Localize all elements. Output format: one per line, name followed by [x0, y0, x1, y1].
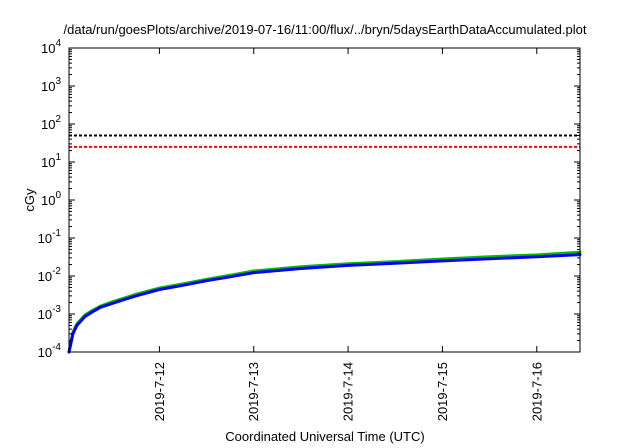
y-tick-label: 104	[41, 38, 61, 56]
y-tick-label: 10-4	[38, 342, 62, 360]
y-tick-label: 10-1	[38, 228, 62, 246]
x-tick-label: 2019-7-13	[246, 362, 261, 421]
x-axis: 2019-7-12 2019-7-13 2019-7-14 2019-7-15 2019…	[152, 48, 544, 421]
y-axis: 10-4 10-3 10-2 10-1 100 101 102 103 104	[38, 38, 580, 360]
series-group	[67, 250, 582, 354]
reference-lines	[69, 134, 580, 148]
chart-title: /data/run/goesPlots/archive/2019-07-16/1…	[64, 22, 587, 37]
y-tick-label: 102	[41, 114, 61, 132]
x-tick-label: 2019-7-16	[529, 362, 544, 421]
y-tick-label: 10-3	[38, 304, 62, 322]
y-tick-label: 103	[41, 76, 61, 94]
y-axis-label: cGy	[22, 188, 37, 212]
x-tick-label: 2019-7-15	[435, 362, 450, 421]
y-tick-label: 100	[41, 190, 61, 208]
plot-frame	[68, 47, 581, 353]
x-tick-label: 2019-7-14	[341, 362, 356, 421]
y-tick-label: 10-2	[38, 266, 62, 284]
x-axis-label: Coordinated Universal Time (UTC)	[225, 429, 424, 444]
series-line-2	[67, 253, 582, 354]
y-tick-label: 101	[41, 152, 61, 170]
x-tick-label: 2019-7-12	[152, 362, 167, 421]
